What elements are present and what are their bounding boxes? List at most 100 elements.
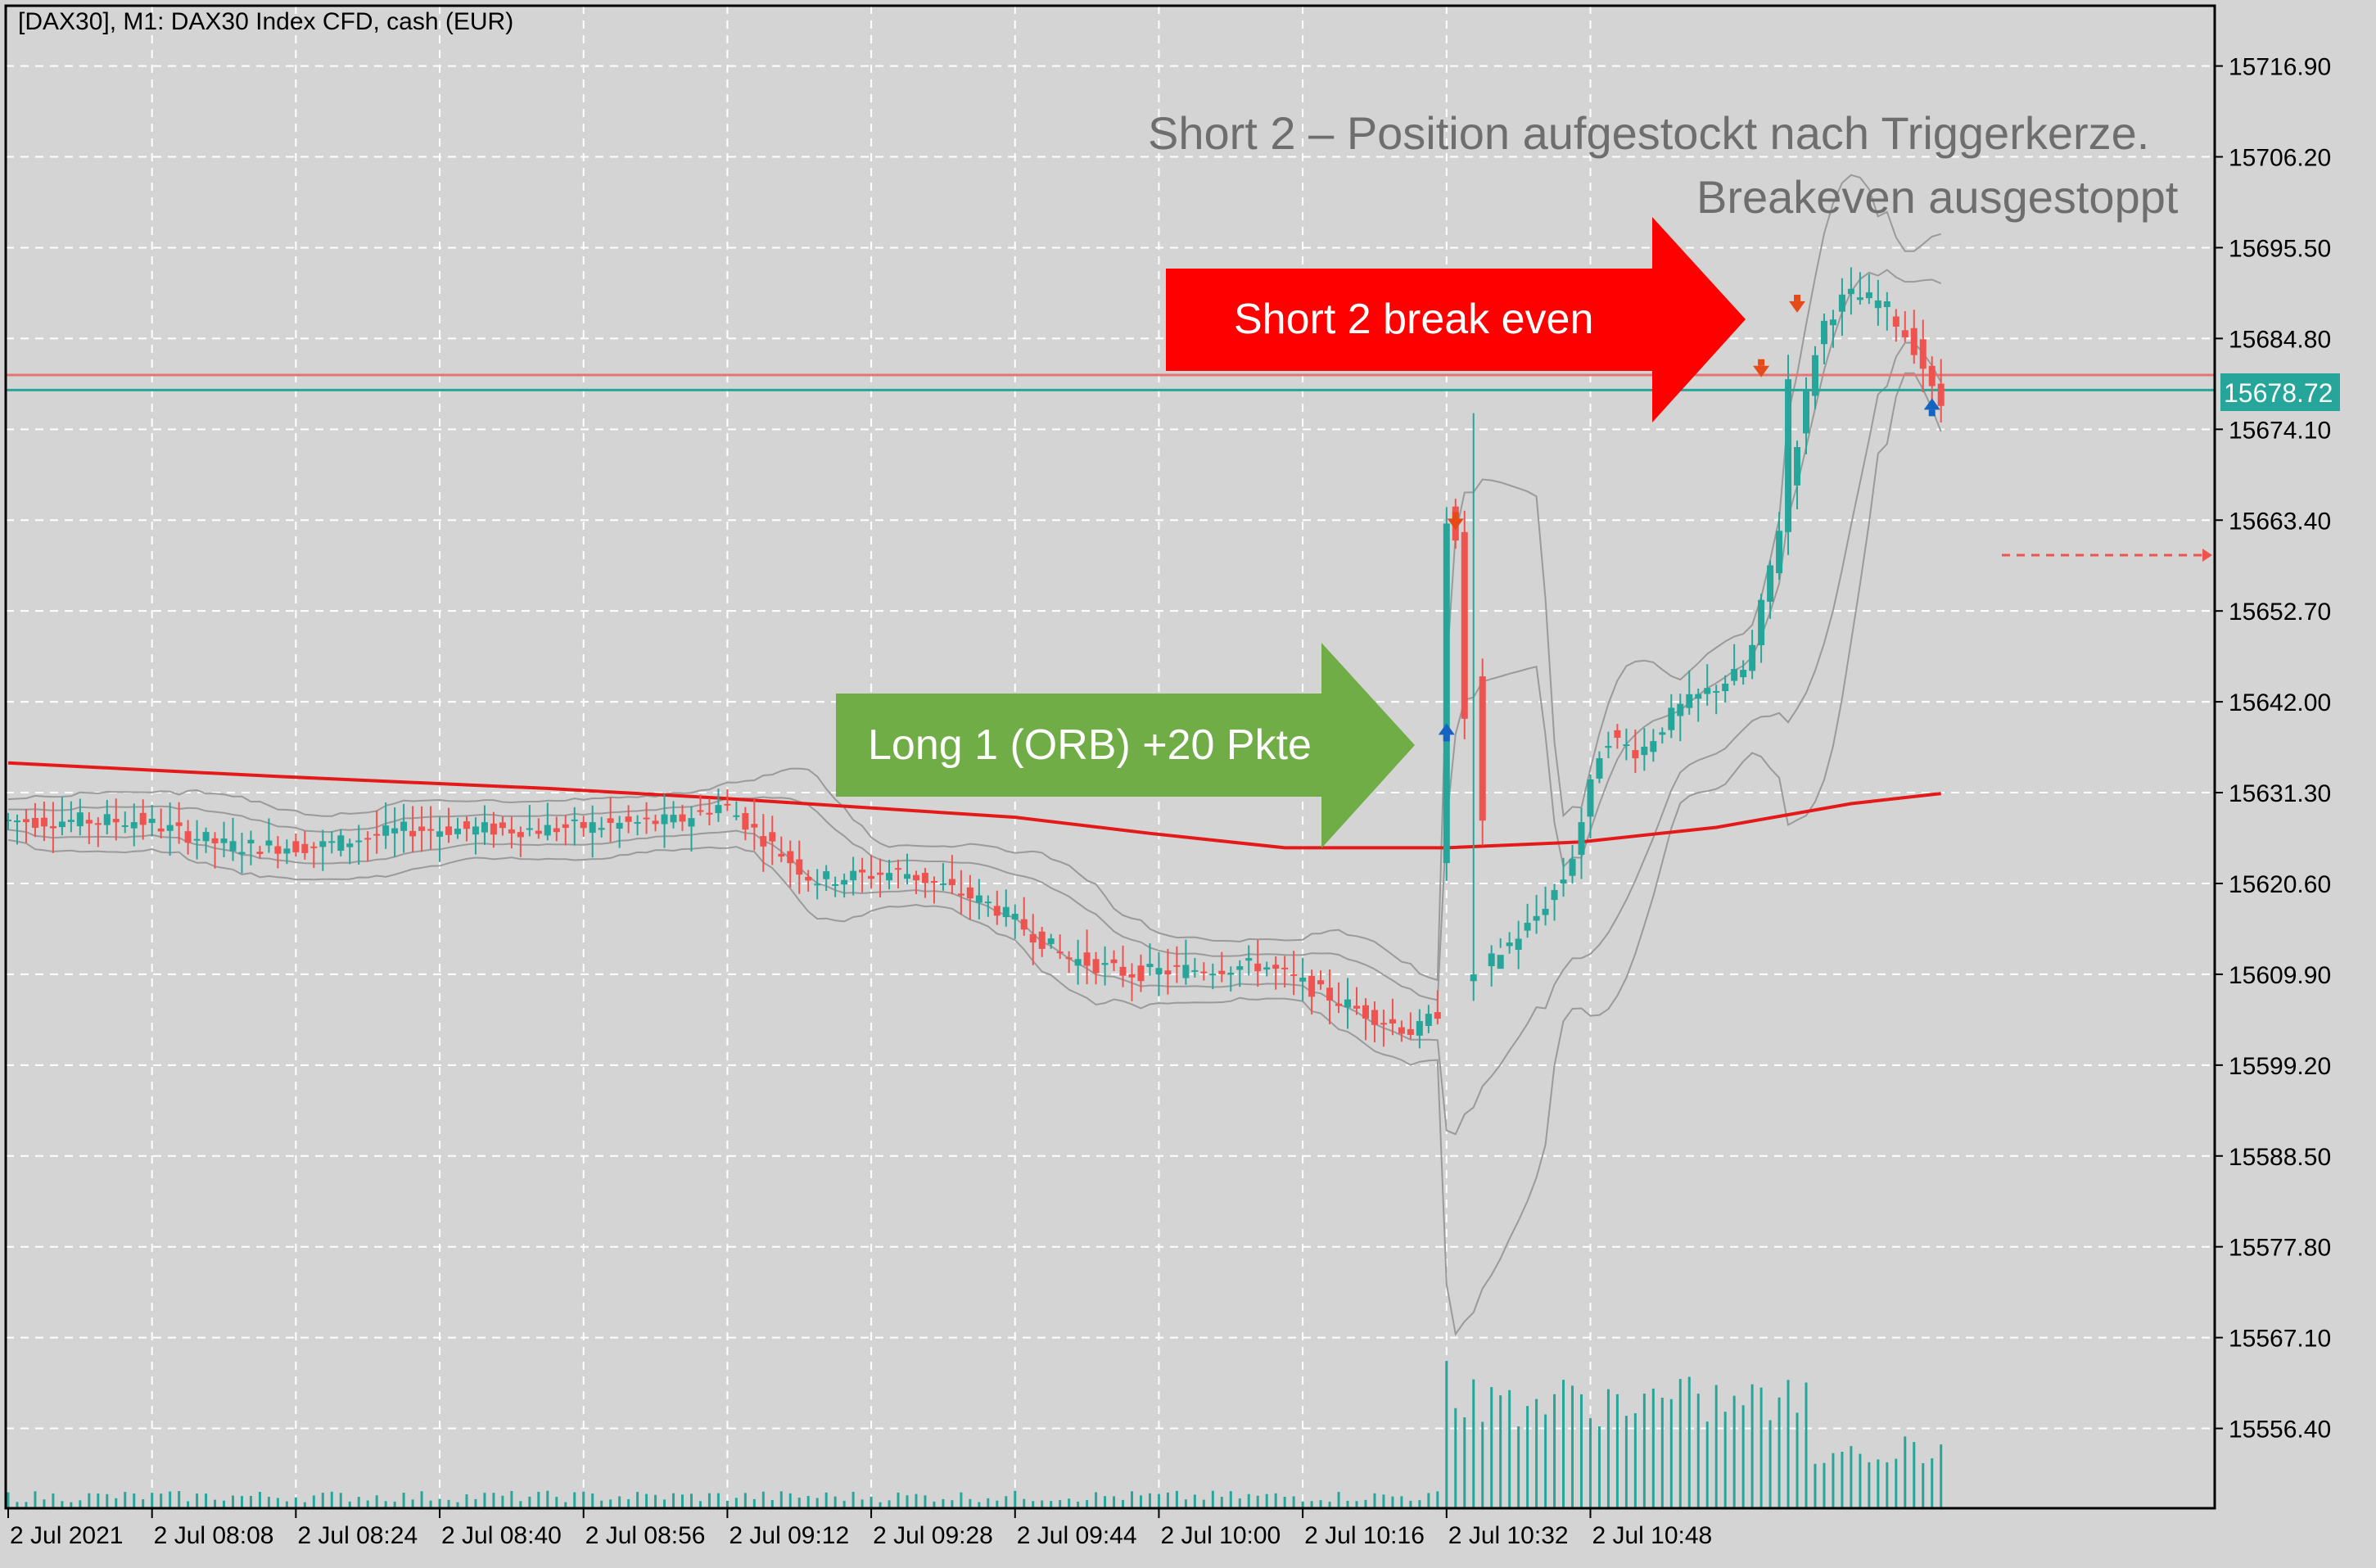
- candle-body: [1937, 383, 1945, 406]
- pending-order-line: [2002, 549, 2212, 562]
- candle-body: [1272, 965, 1280, 969]
- candle-body: [939, 883, 946, 885]
- candle-body: [13, 820, 20, 823]
- candle-body: [535, 830, 542, 834]
- candle-body: [22, 819, 29, 823]
- price-axis: 15716.90 15706.20 15695.50 15684.80 15674.10…: [2215, 54, 2331, 1444]
- candle-body: [1776, 531, 1783, 574]
- candle-body: [957, 893, 964, 896]
- candle-body: [238, 852, 246, 855]
- candle-body: [1829, 319, 1836, 326]
- candle-body: [1506, 942, 1513, 947]
- candle-body: [1794, 446, 1801, 486]
- candle-body: [1497, 955, 1504, 969]
- price-label: 15695.50: [2229, 235, 2331, 262]
- price-label: 15599.20: [2229, 1053, 2331, 1080]
- candle-body: [868, 875, 875, 879]
- candle-body: [1838, 294, 1845, 312]
- candle-body: [40, 817, 47, 827]
- candle-body: [1200, 971, 1208, 974]
- candle-body: [1560, 879, 1567, 883]
- candle-body: [1623, 744, 1630, 747]
- band-line: [7, 372, 1942, 1336]
- time-label: 2 Jul 10:16: [1304, 1522, 1425, 1549]
- candle-body: [1470, 974, 1477, 982]
- candle-body: [1722, 683, 1729, 692]
- candle-body: [1236, 966, 1244, 970]
- candle-body: [481, 822, 488, 833]
- buy-arrow-stem: [1928, 409, 1936, 417]
- candle-body: [1641, 746, 1648, 756]
- candle-body: [1092, 959, 1100, 974]
- candle-body: [1191, 969, 1199, 972]
- candle-body: [634, 821, 641, 824]
- candle-body: [418, 826, 426, 831]
- candle-body: [975, 895, 982, 903]
- candle-body: [930, 881, 937, 883]
- price-label: 15642.00: [2229, 689, 2331, 716]
- candle-body: [49, 825, 56, 829]
- time-label: 2 Jul 08:08: [154, 1522, 274, 1549]
- candle-body: [1335, 1003, 1343, 1006]
- candle-body: [1128, 974, 1136, 978]
- sell-arrow-icon: [1753, 365, 1770, 377]
- candle-body: [948, 879, 955, 886]
- candle-body: [1758, 599, 1765, 646]
- candle-body: [859, 870, 866, 873]
- candle-body: [751, 824, 758, 828]
- time-label: 2 Jul 2021: [10, 1522, 123, 1549]
- candle-body: [247, 839, 255, 844]
- candle-body: [202, 832, 210, 842]
- candle-body: [1668, 707, 1675, 730]
- candle-body: [292, 841, 300, 852]
- candle-body: [1011, 914, 1019, 920]
- candle-body: [175, 822, 183, 826]
- candle-body: [1380, 1023, 1387, 1025]
- candle-body: [805, 876, 812, 881]
- candle-body: [1137, 965, 1145, 982]
- candle-body: [355, 840, 363, 843]
- candle-body: [1883, 301, 1890, 308]
- buy-arrow-icon: [1438, 723, 1455, 735]
- axes: [4, 4, 2216, 1510]
- current-price-value: 15678.72: [2224, 378, 2333, 408]
- price-label: 15706.20: [2229, 145, 2331, 172]
- time-label: 2 Jul 09:12: [729, 1522, 849, 1549]
- candle-body: [832, 883, 839, 886]
- candle-body: [1461, 531, 1468, 719]
- candle-body: [391, 828, 399, 834]
- candle-body: [760, 836, 767, 847]
- candle-body: [912, 874, 919, 881]
- time-label: 2 Jul 10:48: [1592, 1522, 1712, 1549]
- candle-body: [328, 841, 336, 843]
- candles: [5, 267, 1945, 1049]
- candle-body: [1632, 750, 1639, 759]
- candle-body: [553, 828, 560, 833]
- candle-body: [67, 820, 75, 822]
- candle-body: [301, 843, 309, 853]
- candle-body: [562, 824, 569, 829]
- candle-body: [1317, 980, 1325, 985]
- candle-body: [1344, 999, 1352, 1008]
- candle-body: [724, 803, 731, 806]
- candle-body: [1731, 668, 1738, 681]
- candle-body: [1767, 565, 1774, 602]
- time-label: 2 Jul 08:24: [297, 1522, 418, 1549]
- chart-title: [DAX30], M1: DAX30 Index CFD, cash (EUR): [18, 8, 514, 35]
- candle-body: [310, 846, 318, 848]
- price-label: 15652.70: [2229, 599, 2331, 626]
- volume-bars: [7, 1361, 1943, 1508]
- candle-body: [1919, 339, 1927, 369]
- price-label: 15588.50: [2229, 1144, 2331, 1171]
- candle-body: [1578, 822, 1585, 855]
- candle-body: [1425, 1014, 1432, 1026]
- candle-body: [1811, 355, 1818, 396]
- candle-body: [984, 901, 992, 904]
- red-arrow-shape: [1166, 217, 1746, 423]
- candle-body: [886, 873, 893, 881]
- candle-body: [1290, 974, 1298, 976]
- candle-body: [5, 819, 11, 821]
- price-label: 15674.10: [2229, 417, 2331, 444]
